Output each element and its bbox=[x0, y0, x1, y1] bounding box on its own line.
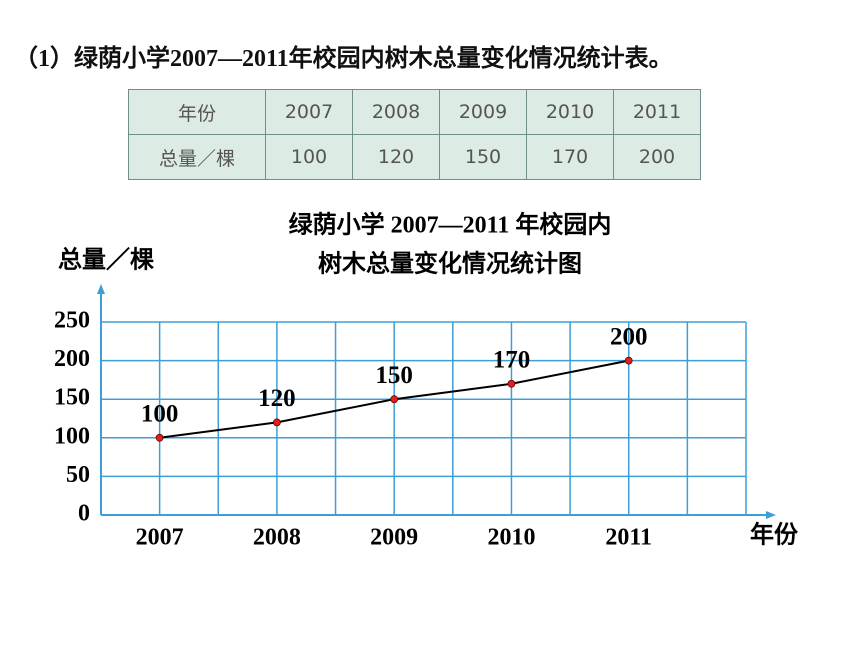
data-label: 100 bbox=[141, 401, 179, 428]
table-row: 总量／棵 100 120 150 170 200 bbox=[128, 134, 701, 180]
table-cell: 150 bbox=[439, 134, 527, 180]
table-cell: 2008 bbox=[352, 89, 440, 135]
y-axis-label: 总量／棵 bbox=[58, 246, 154, 274]
x-tick-label: 2007 bbox=[136, 525, 184, 551]
x-axis-arrow bbox=[766, 511, 776, 519]
x-tick-label: 2011 bbox=[605, 525, 652, 551]
table-cell: 200 bbox=[613, 134, 701, 180]
y-axis-arrow bbox=[97, 284, 105, 294]
x-axis-label: 年份 bbox=[750, 521, 799, 549]
table-header: 年份 2007 2008 2009 2010 2011 bbox=[128, 89, 701, 135]
x-tick-label: 2009 bbox=[370, 525, 418, 551]
table-cell: 100 bbox=[265, 134, 353, 180]
data-label: 200 bbox=[610, 323, 648, 350]
data-point bbox=[507, 379, 516, 388]
data-point bbox=[624, 356, 633, 365]
x-tick-label: 2010 bbox=[487, 525, 535, 551]
y-tick-label: 50 bbox=[66, 462, 90, 488]
x-tick-label: 2008 bbox=[253, 525, 301, 551]
chart-title: 树木总量变化情况统计图 bbox=[318, 250, 582, 278]
data-point bbox=[273, 418, 281, 427]
y-tick-label: 150 bbox=[54, 385, 90, 411]
y-tick-label: 250 bbox=[54, 308, 90, 334]
table-cell: 170 bbox=[526, 134, 614, 180]
y-tick-label: 0 bbox=[78, 501, 90, 527]
table-cell: 2011 bbox=[613, 89, 701, 135]
data-label: 170 bbox=[493, 346, 531, 373]
chart-title: 绿荫小学 2007—2011 年校园内 bbox=[289, 211, 612, 239]
table-cell: 年份 bbox=[128, 89, 266, 135]
heading: （1）绿荫小学2007—2011年校园内树木总量变化情况统计表。 bbox=[14, 46, 673, 72]
data-table: 年份 2007 2008 2009 2010 2011 总量／棵 100 120 150 170 2… bbox=[128, 89, 701, 180]
y-tick-label: 200 bbox=[54, 346, 90, 372]
data-point bbox=[155, 433, 164, 442]
data-label: 120 bbox=[258, 385, 296, 412]
table-cell: 120 bbox=[352, 134, 440, 180]
data-label: 150 bbox=[375, 362, 413, 389]
data-point bbox=[390, 395, 399, 404]
table-cell: 总量／棵 bbox=[128, 134, 266, 180]
y-tick-label: 100 bbox=[54, 423, 90, 449]
